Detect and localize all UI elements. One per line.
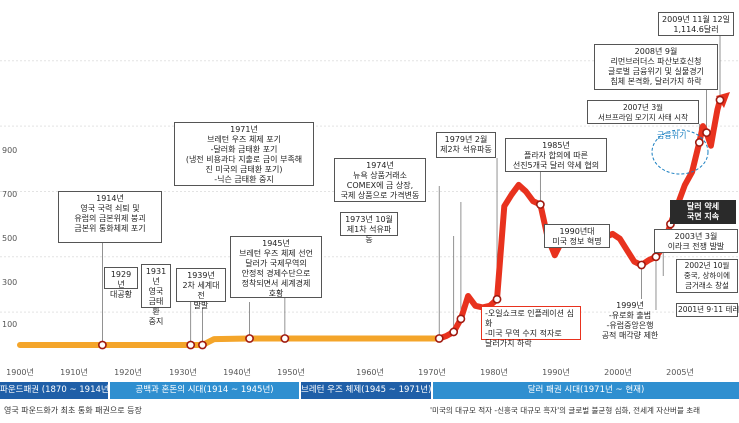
annotation-2003: 2003년 3월 이라크 전쟁 발발 (654, 229, 738, 253)
x-tick-label: 1910년 (60, 368, 88, 377)
financial-crisis-ring (651, 129, 709, 175)
event-marker (280, 334, 290, 343)
y-tick-label: 900 (2, 146, 18, 155)
x-tick-label: 1970년 (418, 368, 446, 377)
annotation-1914: 1914년 영국 국력 쇠퇴 및 유럽의 금본위제 붕괴 금본위 통화체제 포기 (58, 191, 162, 243)
event-marker (702, 128, 711, 138)
annotation-1931: 1931년 영국 금태환 중지 (141, 264, 171, 326)
x-tick-label: 2000년 (604, 368, 632, 377)
annotation-dollar-fall: -오일쇼크로 인플레이션 심화 -미국 무역 수지 적자로 달러가치 하락 (481, 306, 581, 348)
annotation-2007: 2007년 3월 서브프라임 모기지 사태 시작 (587, 100, 699, 124)
annotation-1945: 1945년 브레턴 우즈 체제 선언 달러가 국제무역의 안정적 경제수단으로 … (230, 236, 322, 298)
event-marker (637, 260, 646, 270)
financial-crisis-label: 금융위기 (657, 131, 687, 140)
footer-left-note: 영국 파운드화가 최초 통화 패권으로 등장 (4, 406, 142, 415)
annotation-2009: 2009년 11월 12일 1,114.6달러 (658, 12, 734, 36)
era-band-chaos: 공백과 혼돈의 시대(1914 ~ 1945년) (110, 382, 299, 399)
x-tick-label: 1940년 (223, 368, 251, 377)
event-marker (535, 200, 545, 209)
annotation-1929: 1929년 대공황 (104, 267, 138, 299)
event-marker (449, 327, 459, 337)
event-marker (456, 314, 466, 324)
footer-right-note: '미국의 대규모 적자 -신흥국 대규모 흑자'의 글로벌 불균형 심화, 전세… (430, 406, 701, 415)
annotation-2008: 2008년 9월 리먼브러더스 파산보호신청 글로벌 금융위기 및 실물경기 침… (594, 44, 718, 90)
event-marker (434, 334, 444, 343)
y-tick-label: 100 (2, 320, 18, 329)
event-marker (186, 340, 196, 350)
y-tick-label: 700 (2, 190, 18, 199)
annotation-dollar-weak: 달러 약세 국면 지속 (670, 200, 736, 224)
x-tick-label: 1950년 (277, 368, 305, 377)
event-marker (198, 340, 207, 350)
event-marker (492, 294, 502, 304)
annotation-1971: 1971년 브레턴 우즈 체제 포기 -달러화 금태환 포기 (냉전 비용과다 … (174, 122, 314, 186)
annotation-1985: 1985년 플라자 합의에 따른 선진5개국 달러 약세 협의 (505, 138, 607, 172)
annotation-1979: 1979년 2월 제2차 석유파동 (436, 132, 496, 158)
event-marker (651, 252, 661, 262)
annotation-1999: 1999년 -유로화 출범 -유럽중앙은행 공적 매각량 제한 (601, 301, 659, 340)
annotation-1939: 1939년 2차 세계대전 발발 (176, 268, 226, 310)
event-marker (245, 334, 254, 343)
event-marker (98, 340, 107, 350)
x-tick-label: 1960년 (356, 368, 384, 377)
era-band-dollar: 달러 패권 시대(1971년 ~ 현재) (433, 382, 739, 399)
annotation-2002: 2002년 10월 중국, 상하이에 금거래소 창설 (676, 259, 738, 293)
x-tick-label: 1990년 (542, 368, 570, 377)
y-tick-label: 500 (2, 234, 18, 243)
x-tick-label: 1920년 (114, 368, 142, 377)
event-marker (715, 95, 725, 105)
x-tick-label: 1980년 (480, 368, 508, 377)
annotation-1990s: 1990년대 미국 정보 혁명 (544, 224, 610, 248)
event-marker (694, 138, 704, 147)
annotation-1974: 1974년 뉴욕 상품거래소 COMEX에 금 상장, 국제 상품으로 가격변동 (334, 158, 426, 202)
series-line-early (17, 335, 443, 348)
y-tick-label: 300 (2, 278, 18, 287)
annotation-2001: 2001년 9·11 테러 (676, 303, 739, 317)
x-tick-label: 1900년 (6, 368, 34, 377)
era-band-pound: 파운드패권 (1870 ~ 1914년) (0, 382, 108, 399)
x-tick-label: 1930년 (169, 368, 197, 377)
annotation-1973: 1973년 10월 제1차 석유파동 (340, 212, 398, 244)
era-band-bretton: 브레턴 우즈 체제(1945 ~ 1971년) (301, 382, 431, 399)
x-tick-label: 2005년 (666, 368, 694, 377)
